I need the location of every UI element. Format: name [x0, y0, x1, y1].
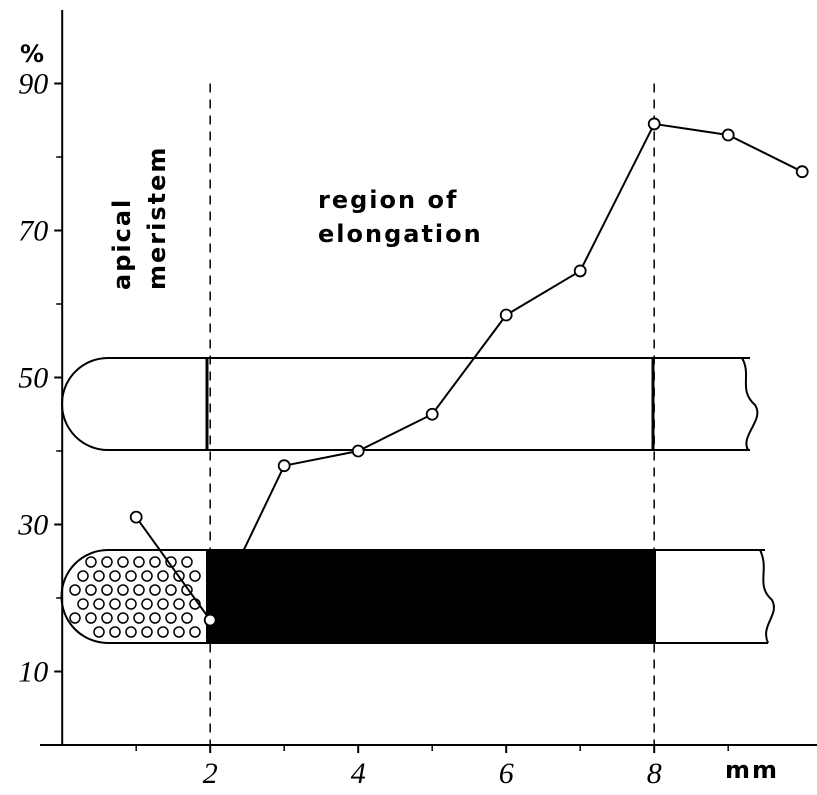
data-point [205, 615, 216, 626]
x-axis-label: mm [725, 756, 779, 784]
cell [94, 627, 104, 637]
cell [86, 585, 96, 595]
cell [94, 571, 104, 581]
x-tick-label: 6 [499, 757, 514, 790]
cell [174, 599, 184, 609]
data-point [427, 409, 438, 420]
cell [166, 613, 176, 623]
cell [150, 585, 160, 595]
cell [142, 627, 152, 637]
data-line [136, 124, 802, 620]
x-tick-label: 8 [647, 757, 662, 790]
data-point [649, 118, 660, 129]
cell [118, 585, 128, 595]
cell [126, 571, 136, 581]
cell [158, 627, 168, 637]
cell [150, 613, 160, 623]
annotation: meristem [143, 146, 171, 290]
data-point [279, 460, 290, 471]
cell [102, 557, 112, 567]
y-axis-label: % [20, 40, 46, 68]
cell [158, 571, 168, 581]
annotation: apical [108, 198, 136, 290]
y-tick-label: 10 [18, 656, 48, 689]
cell [110, 571, 120, 581]
cell [158, 599, 168, 609]
cell [150, 557, 160, 567]
cell [190, 571, 200, 581]
cell [118, 613, 128, 623]
root-diagram-upper [62, 358, 757, 450]
y-tick-label: 30 [17, 509, 48, 542]
annotation: elongation [318, 220, 483, 248]
y-tick-label: 70 [18, 215, 48, 248]
cell [110, 627, 120, 637]
data-point [353, 446, 364, 457]
y-tick-label: 50 [18, 362, 48, 395]
cell [126, 599, 136, 609]
cell [190, 627, 200, 637]
data-point [501, 310, 512, 321]
cell [110, 599, 120, 609]
cell [78, 571, 88, 581]
annotation: region of [318, 186, 458, 214]
cell [174, 627, 184, 637]
x-tick-label: 2 [203, 757, 218, 790]
cell [78, 599, 88, 609]
cell [134, 585, 144, 595]
data-point [723, 129, 734, 140]
cell [102, 585, 112, 595]
cell [102, 613, 112, 623]
cell [142, 599, 152, 609]
cell [70, 613, 80, 623]
root-diagram-lower [62, 550, 774, 643]
cell [182, 557, 192, 567]
cell [86, 613, 96, 623]
data-point [575, 265, 586, 276]
cell [118, 557, 128, 567]
x-tick-label: 4 [351, 757, 366, 790]
cell [182, 613, 192, 623]
data-point [131, 512, 142, 523]
cell [86, 557, 96, 567]
chart: apical meristem region of elongation % m… [0, 0, 817, 795]
cell [134, 557, 144, 567]
data-point [797, 166, 808, 177]
cell [166, 585, 176, 595]
cell [94, 599, 104, 609]
cell [142, 571, 152, 581]
cell [126, 627, 136, 637]
cell [70, 585, 80, 595]
cell [134, 613, 144, 623]
y-tick-label: 90 [18, 68, 48, 101]
